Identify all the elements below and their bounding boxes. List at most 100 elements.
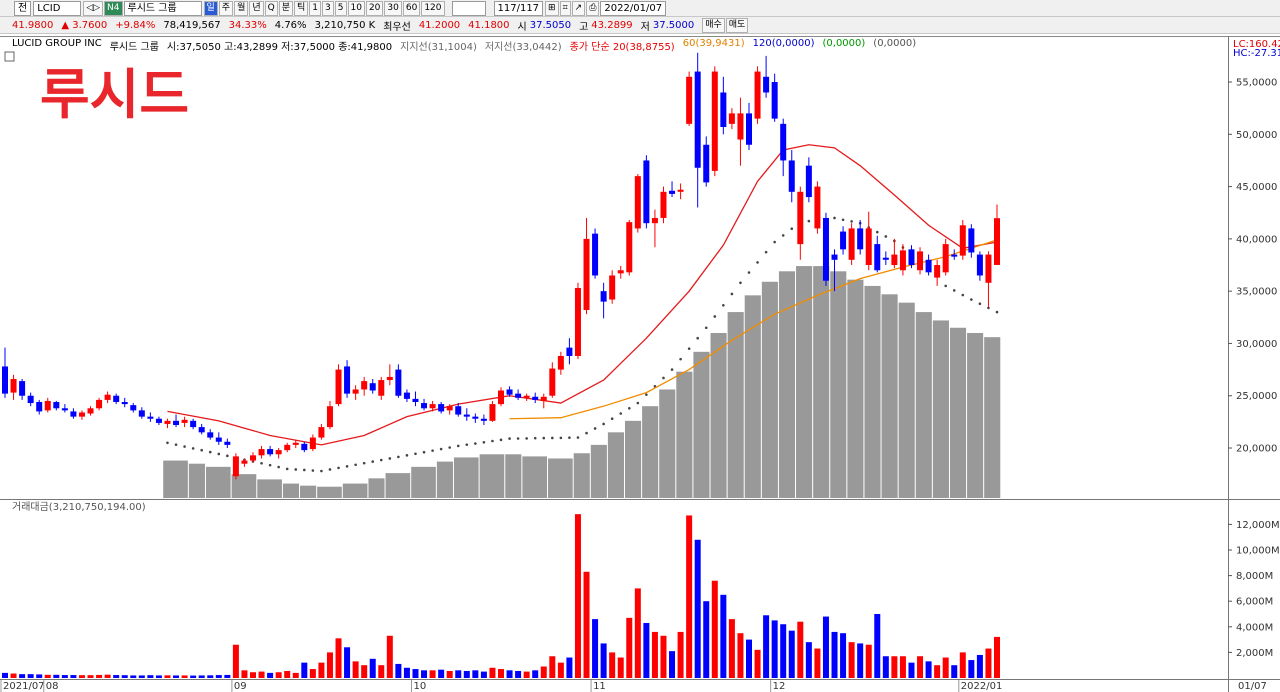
chart-header: LUCID GROUP INC 루시드 그룹 시:37,5050 고:43,2899… (12, 38, 916, 53)
sar-dot (739, 281, 742, 285)
candle-body (617, 270, 624, 274)
sar-dot (995, 310, 999, 314)
candle-body (361, 381, 368, 390)
candle-body (865, 228, 872, 266)
candle-body (19, 381, 26, 396)
sar-dot (345, 465, 349, 468)
step-bar (967, 332, 984, 498)
sar-dot (670, 368, 674, 371)
candle-body (805, 165, 812, 198)
candle-body (369, 383, 376, 391)
step-bar (761, 281, 778, 498)
volume-bar (609, 652, 616, 678)
candle-body (87, 408, 94, 414)
icon-btn[interactable]: ⎙ (586, 0, 600, 16)
sar-dot (687, 347, 691, 350)
candle-body (643, 160, 650, 224)
period-button[interactable]: 3 (322, 0, 334, 16)
sar-dot (448, 446, 451, 449)
period-button[interactable]: 20 (365, 0, 384, 16)
volume-bar (121, 675, 128, 678)
step-bar (744, 295, 761, 498)
sar-dot (379, 458, 383, 462)
volume-bar (643, 622, 650, 678)
icon-btn[interactable]: ↗ (571, 0, 586, 16)
symbol-input[interactable]: LCID (33, 0, 82, 16)
period-input[interactable] (451, 0, 486, 16)
volume-bar (463, 670, 470, 678)
period-button[interactable]: 120 (421, 0, 445, 16)
volume-bar (489, 667, 496, 678)
candle-body (250, 455, 256, 461)
volume-bar (686, 515, 693, 678)
period-button[interactable]: 주 (218, 0, 234, 16)
candle-body (284, 444, 291, 451)
lc-label: LC:160.42 (1233, 39, 1280, 50)
volume-bar (36, 674, 43, 678)
candle-body (352, 389, 359, 394)
name-box[interactable]: 루시드 그룹 (123, 0, 202, 16)
toolbar: 전 LCID ◁▷ N4 루시드 그룹 일 주 월 년 Q 분 틱 1 3 5 10 20 30 60 12… (0, 0, 1280, 17)
volume-bar (395, 663, 402, 678)
icon-btn[interactable]: ◁▷ (83, 0, 104, 16)
period-button[interactable]: 일 (203, 0, 218, 16)
candle-body (942, 244, 949, 273)
step-bar (796, 266, 813, 498)
volume-bar (224, 674, 231, 678)
candle-body (848, 228, 855, 260)
volume-bar (797, 621, 804, 678)
candle-body (600, 291, 607, 302)
volume-bar (592, 619, 599, 678)
volume-bar (994, 636, 1000, 678)
period-button[interactable]: Q (264, 0, 278, 16)
period-button[interactable]: 월 (234, 0, 249, 16)
sar-dot (593, 427, 597, 430)
icon-btn[interactable]: ⌗ (559, 0, 571, 16)
volume-bar (942, 657, 949, 678)
period-button[interactable]: 60 (402, 0, 421, 16)
step-bar (915, 312, 932, 498)
sar-dot (200, 448, 203, 452)
period-button[interactable]: 10 (347, 0, 365, 16)
buy-button[interactable]: 매수 (702, 17, 725, 33)
sar-dot (961, 293, 965, 297)
period-button[interactable]: 분 (278, 0, 294, 16)
candle-body (720, 92, 727, 127)
period-button[interactable]: 5 (334, 0, 347, 16)
candle-body (874, 244, 881, 271)
candle-body (275, 450, 282, 455)
period-button[interactable]: 30 (384, 0, 402, 16)
hc-label: HC:-27.31 (1233, 48, 1280, 59)
low: 37.5000 (652, 19, 695, 31)
sar-dot (362, 461, 366, 465)
candle-body (421, 403, 428, 409)
period-button[interactable]: 틱 (294, 0, 309, 16)
volume-bar (232, 644, 239, 678)
candle-body (438, 404, 445, 412)
rate: +9.84% (115, 19, 156, 31)
volume-bar (164, 675, 171, 678)
volume-bar (181, 675, 188, 678)
candle-body (968, 228, 975, 253)
volume-bar (951, 665, 958, 678)
date-box[interactable]: 2022/01/07 (600, 0, 667, 16)
period-button[interactable]: 년 (249, 0, 264, 16)
volume-bar (908, 662, 915, 678)
volume-bar (309, 669, 316, 678)
volume-bar (250, 672, 256, 678)
candle-body (763, 76, 770, 93)
y-tick-label: 55,0000 (1236, 78, 1277, 89)
volume-bar (600, 643, 607, 678)
icon-btn[interactable]: ⊞ (545, 0, 559, 16)
volume-bar (104, 674, 111, 678)
candle-body (771, 82, 778, 119)
header-text: (0,0000) (822, 38, 866, 49)
period-button[interactable]: 1 (309, 0, 322, 16)
sell-button[interactable]: 매도 (725, 17, 749, 33)
overlay-title: 루시드 (40, 63, 189, 126)
y-tick-label: 12,000M (1236, 520, 1280, 531)
header-text: 지지선(31,1004) (400, 42, 477, 53)
period-buttons: 일 주 월 년 Q 분 틱 1 3 5 10 20 30 60 120 (203, 0, 446, 16)
market[interactable]: 전 (14, 0, 32, 16)
